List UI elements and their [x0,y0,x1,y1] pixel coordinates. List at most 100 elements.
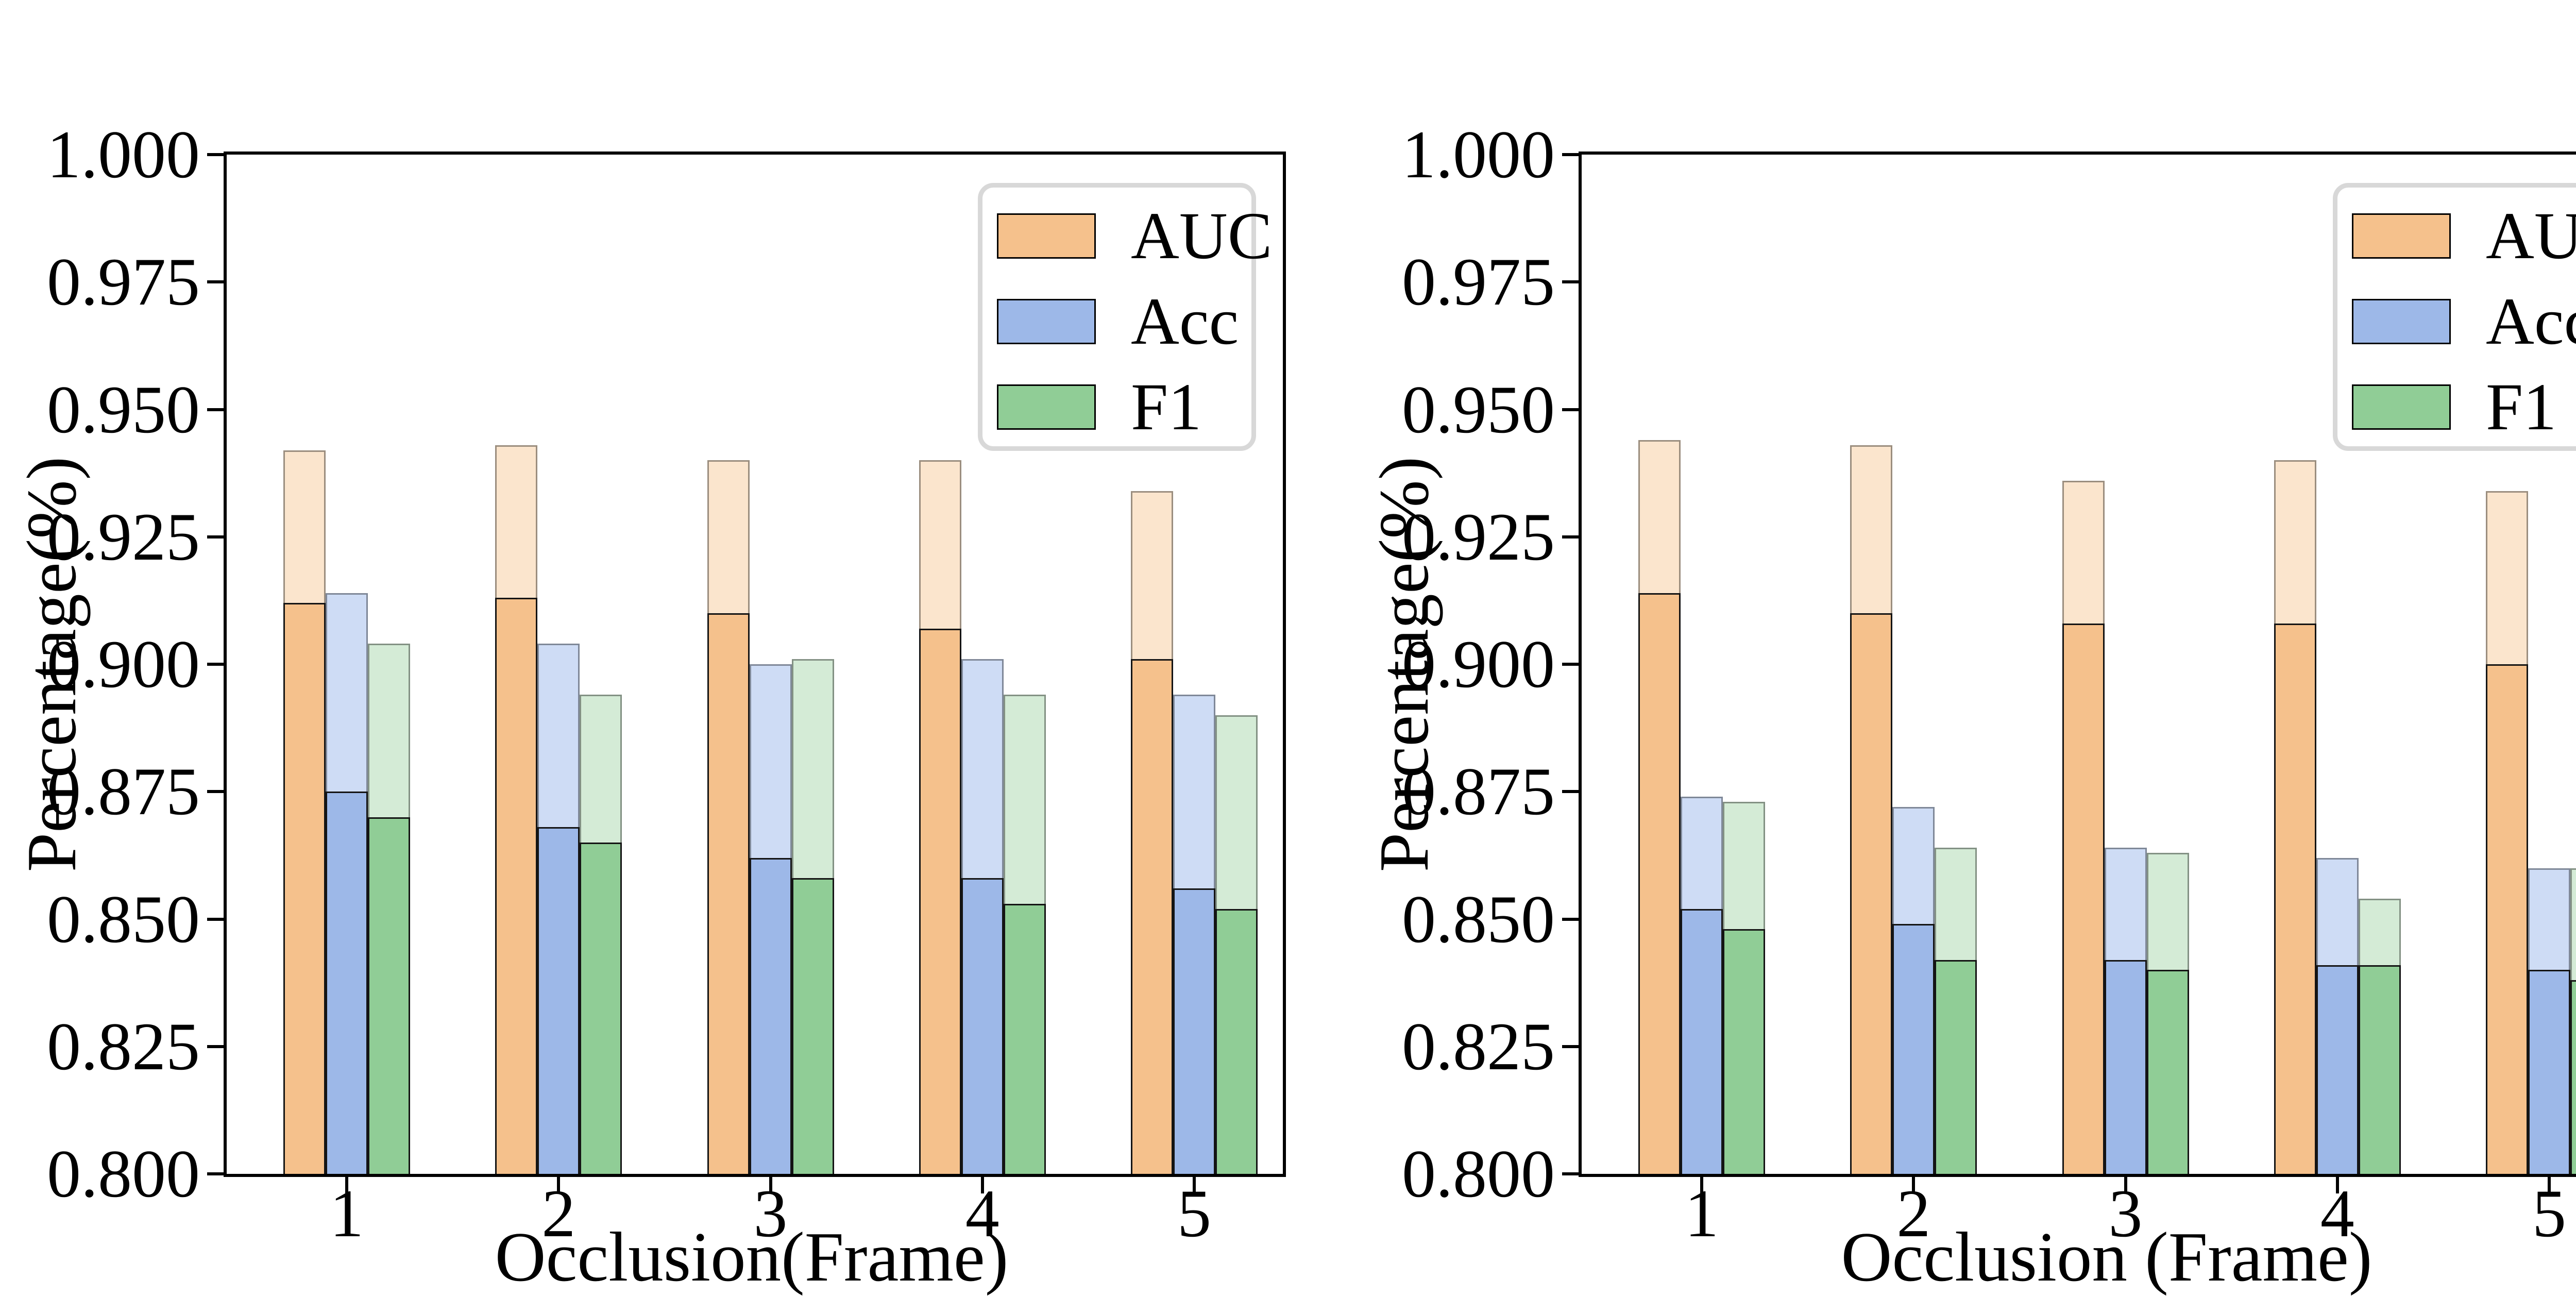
bar-solid-acc [2528,970,2570,1174]
y-tick [207,917,224,921]
plot-area-left: 0.800 0.825 0.850 0.875 0.900 0.925 0.950 0.975… [47,119,1286,1249]
x-tick [980,1177,984,1193]
legend-label: AUC [2486,199,2576,273]
y-tick-label: 0.875 [1402,753,1555,830]
x-tick [1700,1177,1703,1193]
legend-label: F1 [1131,370,1202,444]
y-tick-label: 1.000 [1402,116,1555,192]
x-tick-label: 1 [1685,1175,1719,1251]
legend-item-acc: Acc [982,288,1251,355]
y-tick [1562,153,1579,156]
bar-solid-auc [2062,623,2105,1174]
y-tick-label: 0.825 [47,1008,200,1084]
x-tick [2548,1177,2551,1193]
legend-label: Acc [2486,284,2576,359]
y-tick [207,663,224,666]
bar-solid-auc [283,603,326,1174]
y-tick [1562,790,1579,794]
y-tick [207,153,224,156]
bar-solid-auc [2274,623,2316,1174]
legend-item-f1: F1 [982,374,1251,441]
legend-label: F1 [2486,370,2557,444]
y-tick-label: 0.825 [1402,1008,1555,1084]
y-tick [1562,408,1579,411]
bar-solid-auc [1638,593,1681,1174]
y-tick-label: 1.000 [47,116,200,192]
y-tick [1562,917,1579,921]
bar-solid-acc [1173,888,1215,1174]
x-tick [1912,1177,1916,1193]
y-tick [207,535,224,538]
legend-swatch-f1 [2352,384,2451,430]
x-tick-label: 3 [2108,1175,2143,1251]
bar-solid-auc [1131,659,1173,1174]
bar-solid-acc [537,827,580,1174]
legend-swatch-acc [997,299,1096,344]
bar-solid-acc [2104,960,2147,1174]
legend: AUC Acc F1 [978,183,1272,451]
legend-item-f1: F1 [2337,374,2576,441]
x-tick-label: 5 [2532,1175,2566,1251]
y-tick [207,1045,224,1048]
bar-solid-f1 [580,843,622,1174]
y-tick-label: 0.850 [47,881,200,957]
y-tick [207,408,224,411]
bar-solid-f1 [2146,970,2189,1174]
legend-swatch-auc [997,213,1096,259]
y-tick-label: 0.800 [47,1136,200,1211]
bar-solid-f1 [1003,903,1046,1174]
y-tick [1562,1045,1579,1048]
x-tick-label: 3 [753,1175,788,1251]
y-tick-label: 0.950 [47,371,200,447]
legend-swatch-auc [2352,213,2451,259]
x-tick-label: 4 [2320,1175,2354,1251]
x-tick [2335,1177,2339,1193]
legend-swatch-acc [2352,299,2451,344]
bar-solid-acc [326,792,368,1174]
y-tick-label: 0.800 [1402,1136,1555,1211]
bar-solid-acc [749,857,792,1174]
x-tick [345,1177,348,1193]
legend-swatch-f1 [997,384,1096,430]
bar-solid-f1 [1215,908,1258,1174]
y-tick [1562,663,1579,666]
x-tick [2124,1177,2127,1193]
y-tick [1562,535,1579,538]
x-tick [1193,1177,1196,1193]
bar-solid-auc [707,613,750,1174]
y-tick-label: 0.875 [47,753,200,830]
y-tick-label: 0.900 [1402,626,1555,702]
legend-item-auc: AUC [982,203,1272,270]
y-tick-label: 0.925 [47,498,200,575]
y-tick-label: 0.850 [1402,881,1555,957]
bar-solid-auc [2486,664,2528,1174]
x-tick-label: 5 [1177,1175,1211,1251]
bar-solid-f1 [368,817,410,1174]
x-tick-label: 2 [1896,1175,1931,1251]
y-tick [1562,1172,1579,1175]
x-tick-label: 2 [541,1175,576,1251]
bar-solid-auc [495,598,538,1174]
bar-solid-acc [1892,924,1935,1174]
legend: AUC Acc F1 [2333,183,2576,451]
y-tick-label: 0.900 [47,626,200,702]
x-axis-title-left: Occlusion(Frame) [495,1218,1009,1296]
y-tick [1562,280,1579,284]
bar-solid-auc [1850,613,1893,1174]
x-tick [769,1177,772,1193]
bar-solid-f1 [791,878,834,1174]
bar-solid-f1 [2570,980,2576,1174]
y-tick-label: 0.950 [1402,371,1555,447]
x-tick [557,1177,561,1193]
legend-label: AUC [1131,199,1273,273]
bar-solid-acc [2316,965,2359,1174]
bar-solid-acc [1681,908,1723,1174]
legend-label: Acc [1131,284,1239,359]
y-tick [207,790,224,794]
bar-solid-acc [961,878,1004,1174]
y-tick-label: 0.975 [47,244,200,320]
legend-item-acc: Acc [2337,288,2576,355]
y-tick [207,1172,224,1175]
y-tick-label: 0.925 [1402,498,1555,575]
